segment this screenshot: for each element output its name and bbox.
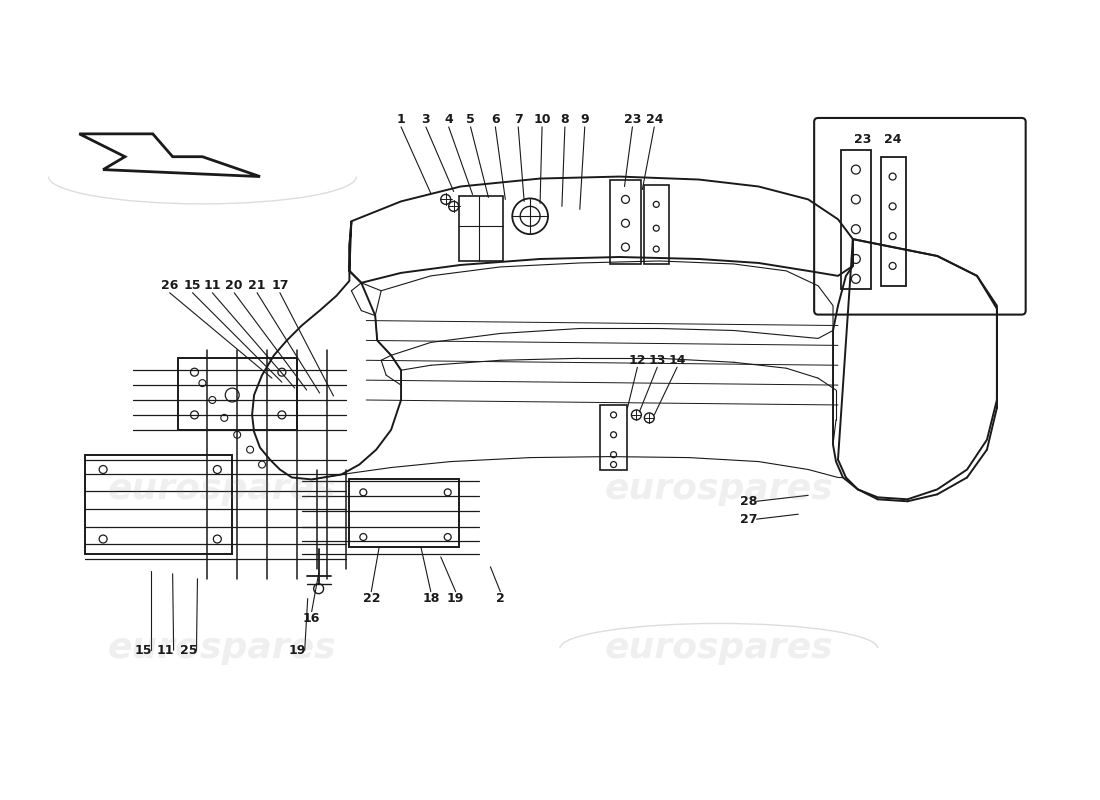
Text: eurospares: eurospares: [108, 472, 337, 506]
Bar: [177, 358, 297, 430]
Text: 9: 9: [581, 114, 590, 126]
Text: 2: 2: [496, 592, 505, 605]
Bar: [350, 479, 459, 547]
Text: eurospares: eurospares: [108, 631, 337, 666]
Text: 25: 25: [179, 644, 197, 657]
Bar: [842, 150, 871, 289]
Text: 4: 4: [444, 114, 453, 126]
Text: 12: 12: [628, 354, 646, 366]
Text: 24: 24: [646, 114, 663, 126]
Text: 6: 6: [491, 114, 499, 126]
Bar: [881, 157, 905, 286]
Text: 22: 22: [363, 592, 379, 605]
Text: 5: 5: [466, 114, 475, 126]
Text: 8: 8: [561, 114, 569, 126]
Text: 11: 11: [157, 644, 175, 657]
Bar: [609, 179, 641, 264]
Text: 16: 16: [302, 612, 320, 625]
Text: eurospares: eurospares: [605, 472, 833, 506]
Bar: [86, 454, 232, 554]
Text: 7: 7: [514, 114, 522, 126]
Text: 24: 24: [884, 134, 901, 146]
Text: 17: 17: [271, 279, 288, 292]
Bar: [459, 197, 504, 261]
Text: 15: 15: [184, 279, 201, 292]
Text: 19: 19: [447, 592, 464, 605]
Bar: [645, 185, 669, 264]
Text: 10: 10: [534, 114, 551, 126]
Text: 13: 13: [649, 354, 666, 366]
Text: 3: 3: [421, 114, 430, 126]
Polygon shape: [79, 134, 260, 177]
Text: 28: 28: [740, 494, 757, 508]
Text: 18: 18: [422, 592, 440, 605]
Text: 20: 20: [226, 279, 243, 292]
Text: 11: 11: [204, 279, 221, 292]
Text: 15: 15: [134, 644, 152, 657]
Text: 1: 1: [397, 114, 406, 126]
Text: 23: 23: [624, 114, 641, 126]
Text: 21: 21: [249, 279, 266, 292]
Text: 26: 26: [161, 279, 178, 292]
Text: 14: 14: [669, 354, 686, 366]
Text: 19: 19: [288, 644, 306, 657]
Bar: [600, 405, 627, 470]
Text: eurospares: eurospares: [605, 631, 833, 666]
Text: 23: 23: [854, 134, 871, 146]
Text: 27: 27: [740, 513, 758, 526]
